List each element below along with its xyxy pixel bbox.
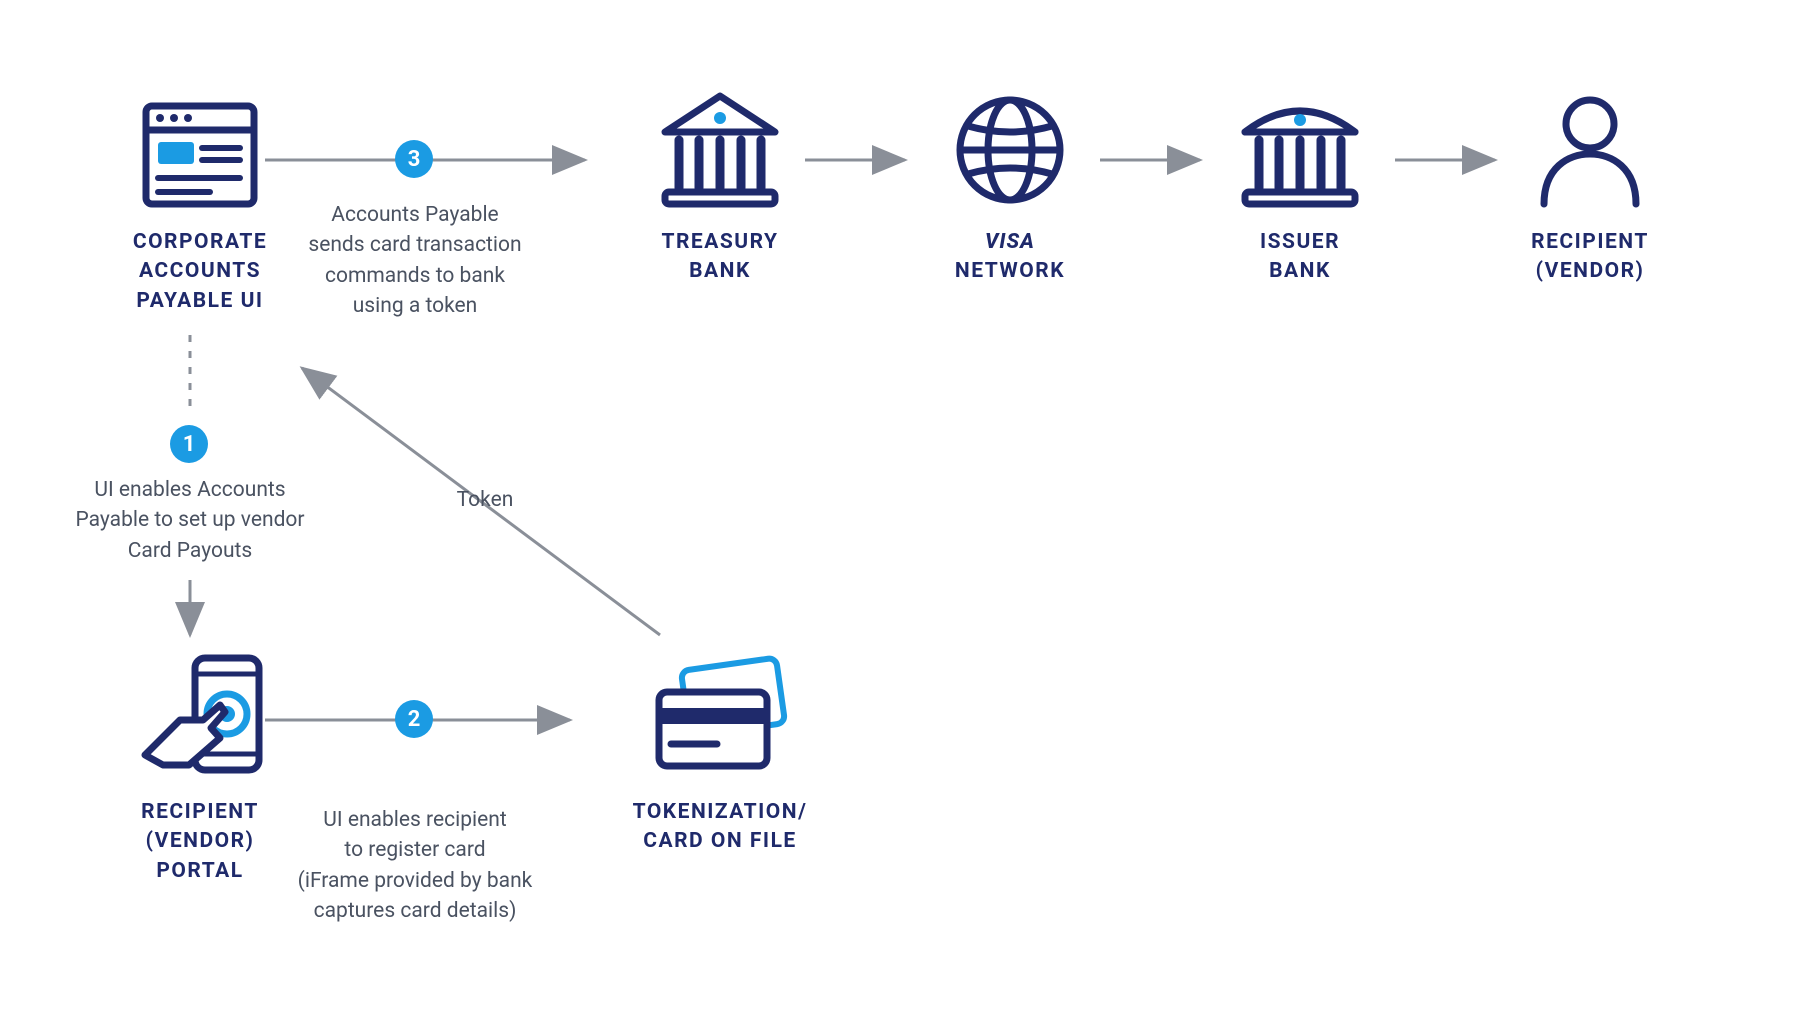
visa-brand: VISA: [985, 230, 1035, 254]
mobile-touch-icon: [125, 650, 275, 780]
step-badge-3: 3: [395, 140, 433, 178]
node-label: TOKENIZATION/ CARD ON FILE: [633, 798, 808, 857]
node-issuer-bank: ISSUER BANK: [1200, 90, 1400, 287]
node-label: RECIPIENT (VENDOR): [1531, 228, 1649, 287]
globe-icon: [950, 90, 1070, 210]
node-corporate-ap: CORPORATE ACCOUNTS PAYABLE UI: [100, 100, 300, 316]
node-label: CORPORATE ACCOUNTS PAYABLE UI: [133, 228, 267, 316]
node-treasury-bank: TREASURY BANK: [620, 90, 820, 287]
cards-icon: [645, 650, 795, 780]
node-visa-network: VISA NETWORK: [910, 90, 1110, 287]
step-text-3: Accounts Payable sends card transaction …: [275, 200, 555, 322]
step-text-2: UI enables recipient to register card (i…: [275, 805, 555, 927]
node-label: RECIPIENT (VENDOR) PORTAL: [141, 798, 259, 886]
token-label: Token: [435, 485, 535, 515]
step-text-1: UI enables Accounts Payable to set up ve…: [55, 475, 325, 566]
browser-ui-icon: [140, 100, 260, 210]
person-icon: [1530, 92, 1650, 210]
diagram-canvas: CORPORATE ACCOUNTS PAYABLE UI TREASURY B…: [0, 0, 1795, 1012]
node-label: TREASURY BANK: [661, 228, 778, 287]
bank-icon: [655, 90, 785, 210]
node-label: VISA NETWORK: [955, 228, 1065, 287]
node-recipient-vendor: RECIPIENT (VENDOR): [1490, 92, 1690, 287]
node-tokenization: TOKENIZATION/ CARD ON FILE: [580, 650, 860, 857]
step-badge-2: 2: [395, 700, 433, 738]
step-badge-1: 1: [170, 425, 208, 463]
node-label: ISSUER BANK: [1260, 228, 1340, 287]
bank-icon: [1235, 90, 1365, 210]
